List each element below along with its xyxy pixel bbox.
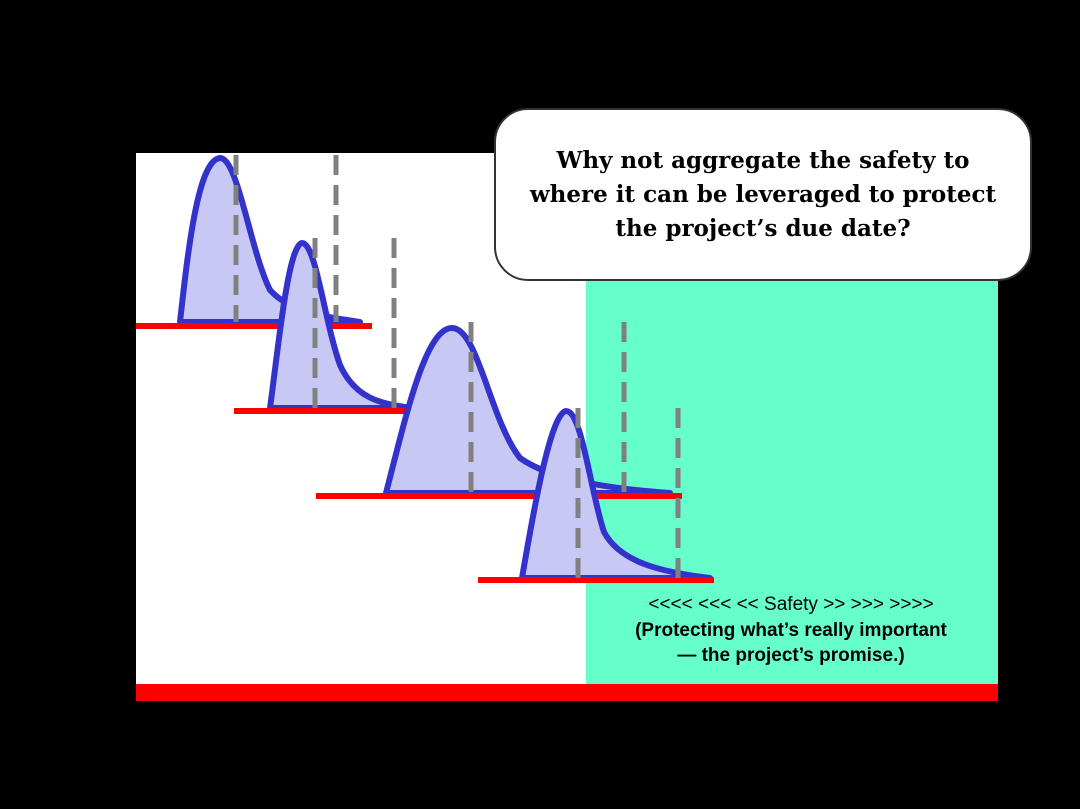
project-baseline bbox=[136, 684, 998, 701]
task-2 bbox=[234, 238, 415, 414]
safety-zone bbox=[586, 270, 998, 686]
safety-description: (Protecting what’s really important — th… bbox=[635, 620, 947, 666]
task-4 bbox=[478, 408, 714, 583]
callout-text: Why not aggregate the safety to where it… bbox=[529, 146, 997, 242]
task-4-curve bbox=[519, 408, 713, 581]
callout-bubble: Why not aggregate the safety to where it… bbox=[494, 108, 1032, 281]
safety-caption: <<<< <<< << Safety >> >>> >>>> (Protecti… bbox=[586, 592, 996, 668]
safety-label: <<<< <<< << Safety >> >>> >>>> bbox=[648, 594, 934, 615]
